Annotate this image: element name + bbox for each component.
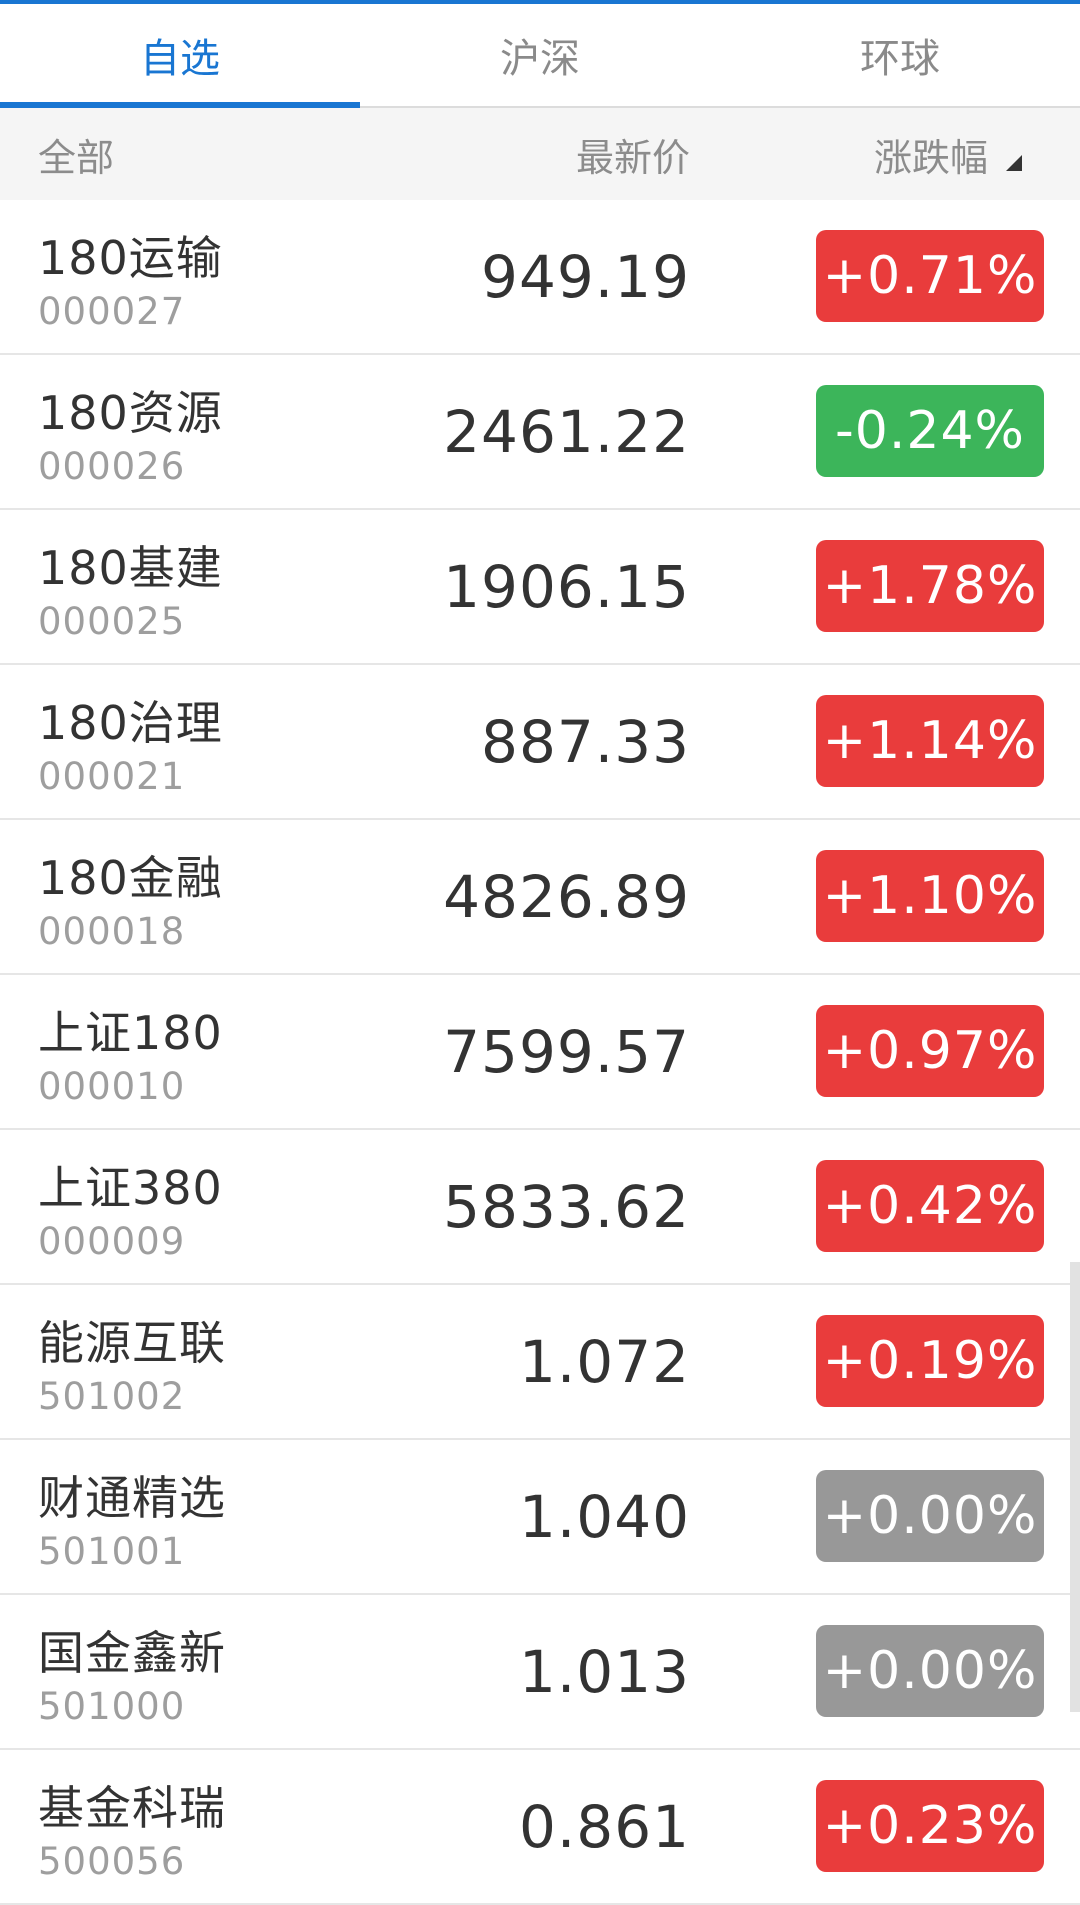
stock-name: 上证380 — [38, 1161, 223, 1215]
table-row[interactable]: 能源互联 501002 1.072 +0.19% — [0, 1285, 1080, 1440]
latest-price: 887.33 — [481, 708, 690, 776]
latest-price: 1.013 — [518, 1638, 690, 1706]
table-row[interactable]: 上证380 000009 5833.62 +0.42% — [0, 1130, 1080, 1285]
header-change-label: 涨跌幅 — [873, 135, 988, 180]
stock-name: 180资源 — [38, 386, 223, 440]
stock-name: 国金鑫新 — [38, 1626, 226, 1680]
change-badge[interactable]: +1.78% — [816, 540, 1044, 632]
stock-code: 500056 — [38, 1840, 186, 1883]
table-row[interactable]: 财通精选 501001 1.040 +0.00% — [0, 1440, 1080, 1595]
stock-name: 基金科瑞 — [38, 1781, 226, 1835]
tab-watchlist[interactable]: 自选 — [0, 4, 360, 108]
latest-price: 5833.62 — [443, 1173, 690, 1241]
change-badge[interactable]: +0.71% — [816, 230, 1044, 322]
change-badge[interactable]: +0.00% — [816, 1470, 1044, 1562]
stock-name: 上证180 — [38, 1006, 223, 1060]
table-row[interactable]: 180运输 000027 949.19 +0.71% — [0, 200, 1080, 355]
list-scrollbar[interactable] — [1070, 1262, 1080, 1712]
stock-name: 180运输 — [38, 231, 223, 285]
header-latest-price[interactable]: 最新价 — [575, 135, 690, 180]
stock-code: 501001 — [38, 1530, 186, 1573]
latest-price: 1.072 — [518, 1328, 690, 1396]
latest-price: 4826.89 — [443, 863, 690, 931]
stock-name: 财通精选 — [38, 1471, 226, 1525]
table-row[interactable]: 180治理 000021 887.33 +1.14% — [0, 665, 1080, 820]
table-row[interactable]: 180资源 000026 2461.22 -0.24% — [0, 355, 1080, 510]
latest-price: 7599.57 — [443, 1018, 690, 1086]
change-badge[interactable]: -0.24% — [816, 385, 1044, 477]
table-row[interactable]: 上证180 000010 7599.57 +0.97% — [0, 975, 1080, 1130]
change-badge[interactable]: +0.97% — [816, 1005, 1044, 1097]
stock-name: 能源互联 — [38, 1316, 226, 1370]
market-tabs: 自选 沪深 环球 — [0, 4, 1080, 108]
latest-price: 0.861 — [518, 1793, 690, 1861]
table-row[interactable]: 180金融 000018 4826.89 +1.10% — [0, 820, 1080, 975]
change-badge[interactable]: +0.19% — [816, 1315, 1044, 1407]
stock-code: 501000 — [38, 1685, 186, 1728]
latest-price: 1.040 — [518, 1483, 690, 1551]
latest-price: 949.19 — [481, 243, 690, 311]
table-row[interactable]: 180基建 000025 1906.15 +1.78% — [0, 510, 1080, 665]
tab-shanghai-shenzhen[interactable]: 沪深 — [500, 36, 580, 82]
change-badge[interactable]: +1.10% — [816, 850, 1044, 942]
stock-name: 180金融 — [38, 851, 223, 905]
stock-code: 000026 — [38, 445, 186, 488]
change-badge[interactable]: +0.00% — [816, 1625, 1044, 1717]
stock-code: 000018 — [38, 910, 186, 953]
stock-code: 000009 — [38, 1220, 186, 1263]
list-header: 全部 最新价 涨跌幅 — [0, 108, 1080, 200]
stock-code: 000021 — [38, 755, 186, 798]
header-all-filter[interactable]: 全部 — [38, 135, 115, 180]
tab-global[interactable]: 环球 — [860, 36, 940, 82]
stock-code: 000010 — [38, 1065, 186, 1108]
change-badge[interactable]: +0.42% — [816, 1160, 1044, 1252]
quote-list: 180运输 000027 949.19 +0.71% 180资源 000026 … — [0, 200, 1080, 1905]
stock-code: 000025 — [38, 600, 186, 643]
stock-name: 180基建 — [38, 541, 223, 595]
stock-name: 180治理 — [38, 696, 223, 750]
change-badge[interactable]: +0.23% — [816, 1780, 1044, 1872]
stock-code: 501002 — [38, 1375, 186, 1418]
latest-price: 2461.22 — [443, 398, 690, 466]
top-accent-line — [0, 0, 1080, 4]
stock-code: 000027 — [38, 290, 186, 333]
table-row[interactable]: 基金科瑞 500056 0.861 +0.23% — [0, 1750, 1080, 1905]
header-change-percent[interactable]: 涨跌幅 — [874, 127, 1022, 182]
table-row[interactable]: 国金鑫新 501000 1.013 +0.00% — [0, 1595, 1080, 1750]
sort-triangle-icon — [1006, 155, 1022, 171]
change-badge[interactable]: +1.14% — [816, 695, 1044, 787]
latest-price: 1906.15 — [443, 553, 690, 621]
